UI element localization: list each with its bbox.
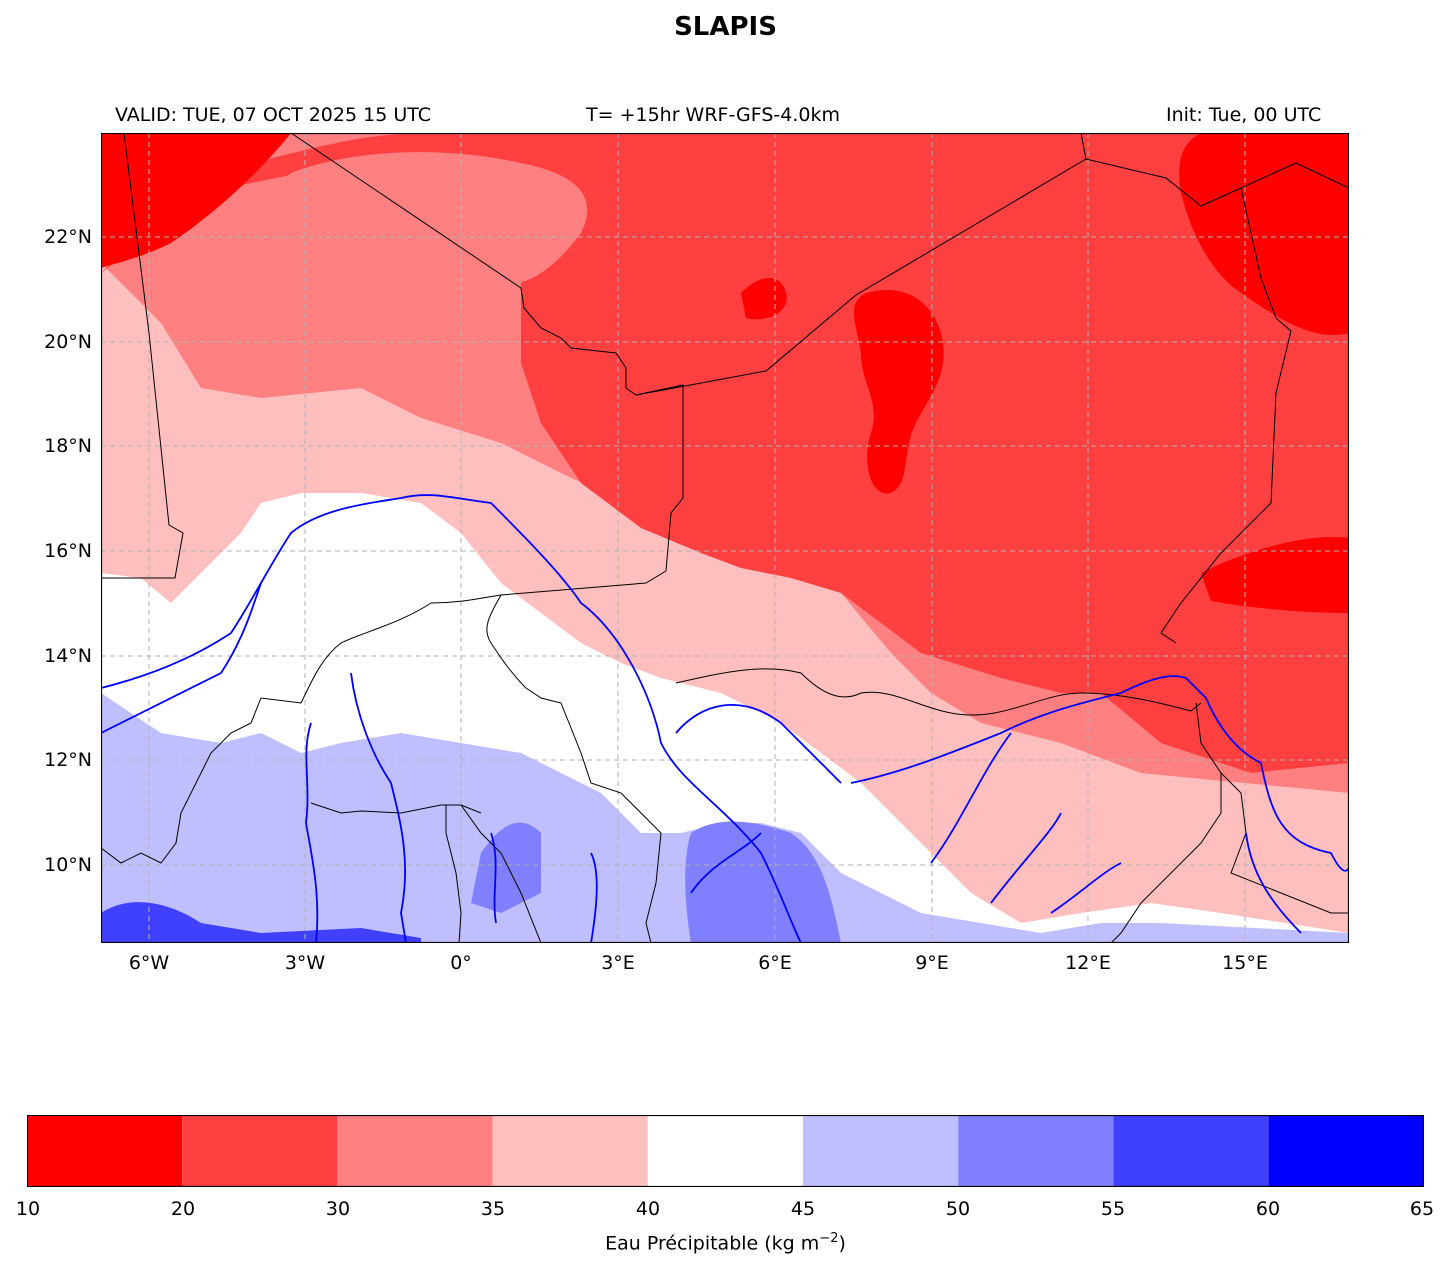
colorbar-segment-10-20	[27, 1115, 183, 1187]
colorbar-segment-20-30	[182, 1115, 338, 1187]
field-band-45-50	[101, 693, 1349, 943]
border-togo	[460, 804, 542, 943]
border-algeria-niger	[635, 158, 1297, 396]
colorbar-tick-50: 50	[945, 1198, 971, 1220]
field-band-30-35-patch	[280, 152, 588, 286]
river-ouémé	[590, 852, 598, 943]
lat-tick-16: 16°N	[44, 540, 92, 562]
field-band-20-30	[101, 133, 1349, 773]
field-band-50-55	[471, 822, 541, 913]
lon-tick-6e: 6°E	[758, 952, 792, 974]
colorbar-tick-10: 10	[15, 1198, 41, 1220]
map-plot	[101, 133, 1349, 943]
lon-tick-9e: 9°E	[915, 952, 949, 974]
field-band-10-20-center	[854, 289, 944, 494]
river-oti	[490, 832, 497, 924]
colorbar-label-exponent: −2	[819, 1231, 839, 1246]
field-band-10-20-north	[1179, 133, 1349, 335]
colorbar-segment-55-60	[1113, 1115, 1269, 1187]
border-ghana-togo	[445, 805, 462, 943]
lat-tick-20: 20°N	[44, 331, 92, 353]
colorbar-tick-40: 40	[635, 1198, 661, 1220]
border-nigeria-cameroon	[1110, 702, 1222, 943]
gridlines	[101, 133, 1349, 943]
colorbar-label-text: Eau Précipitable (kg m	[605, 1232, 820, 1255]
lon-tick-6w: 6°W	[128, 952, 170, 974]
river-chari	[1205, 697, 1349, 872]
colorbar-tick-60: 60	[1255, 1198, 1281, 1220]
colorbar-tick-65: 65	[1409, 1198, 1435, 1220]
border-niger-mali	[500, 391, 684, 596]
river-sokoto	[675, 703, 842, 784]
river-niger	[101, 494, 802, 943]
chart-title: SLAPIS	[674, 12, 777, 42]
map-frame	[101, 133, 1349, 943]
valid-time-label: VALID: TUE, 07 OCT 2025 15 UTC	[115, 104, 431, 126]
colorbar-segment-60-65	[1268, 1115, 1424, 1187]
field-band-50-55-b	[685, 821, 841, 943]
lat-tick-22: 22°N	[44, 226, 92, 248]
border-mali-burkina	[101, 594, 502, 864]
lat-tick-10: 10°N	[44, 854, 92, 876]
colorbar-segment-35-40	[492, 1115, 648, 1187]
river-komadugu	[930, 732, 1012, 864]
river-benue	[850, 675, 1207, 784]
border-benin	[525, 687, 662, 943]
field-band-55-60	[101, 902, 421, 943]
colorbar-segment-30-35	[337, 1115, 493, 1187]
border-chad-niger	[1160, 187, 1292, 644]
river-gongola	[990, 812, 1062, 904]
colorbar-tick-55: 55	[1100, 1198, 1126, 1220]
border-niger-nigeria	[675, 668, 1202, 716]
colorbar-label: Eau Précipitable (kg m−2)	[0, 1231, 1451, 1254]
colorbar-segment-40-45	[647, 1115, 803, 1187]
colorbar	[27, 1115, 1424, 1187]
river-logone	[1245, 832, 1302, 934]
colorbar-segment-50-55	[958, 1115, 1114, 1187]
colorbar-tick-35: 35	[480, 1198, 506, 1220]
lat-tick-18: 18°N	[44, 435, 92, 457]
colorbar-frame	[27, 1115, 1424, 1187]
field-layer	[101, 133, 1349, 943]
river-kaduna	[690, 832, 762, 894]
colorbar-label-close: )	[838, 1232, 846, 1255]
colorbar-segment-45-50	[803, 1115, 959, 1187]
lon-tick-3e: 3°E	[601, 952, 635, 974]
rivers	[101, 494, 1349, 943]
river-niger-upper	[101, 582, 262, 734]
border-mauritania-mali	[101, 133, 184, 579]
border-chad-east	[1295, 162, 1349, 189]
colorbar-tick-20: 20	[170, 1198, 196, 1220]
lon-tick-0: 0°	[450, 952, 472, 974]
border-cameroon-chad	[1220, 772, 1349, 914]
country-borders	[101, 133, 1349, 943]
field-band-10-20-east	[1201, 537, 1349, 613]
init-time-label: Init: Tue, 00 UTC	[1166, 104, 1322, 126]
colorbar-tick-30: 30	[325, 1198, 351, 1220]
river-south-east	[1050, 862, 1122, 914]
river-volta-black	[305, 722, 319, 943]
lat-tick-14: 14°N	[44, 645, 92, 667]
lon-tick-15e: 15°E	[1222, 952, 1268, 974]
lat-tick-12: 12°N	[44, 749, 92, 771]
lon-tick-3w: 3°W	[284, 952, 326, 974]
border-libya	[1080, 133, 1087, 160]
river-volta-white	[350, 672, 407, 943]
colorbar-tick-45: 45	[790, 1198, 816, 1220]
lon-tick-12e: 12°E	[1065, 952, 1111, 974]
model-run-label: T= +15hr WRF-GFS-4.0km	[586, 104, 840, 126]
border-burkina-niger	[486, 594, 527, 689]
